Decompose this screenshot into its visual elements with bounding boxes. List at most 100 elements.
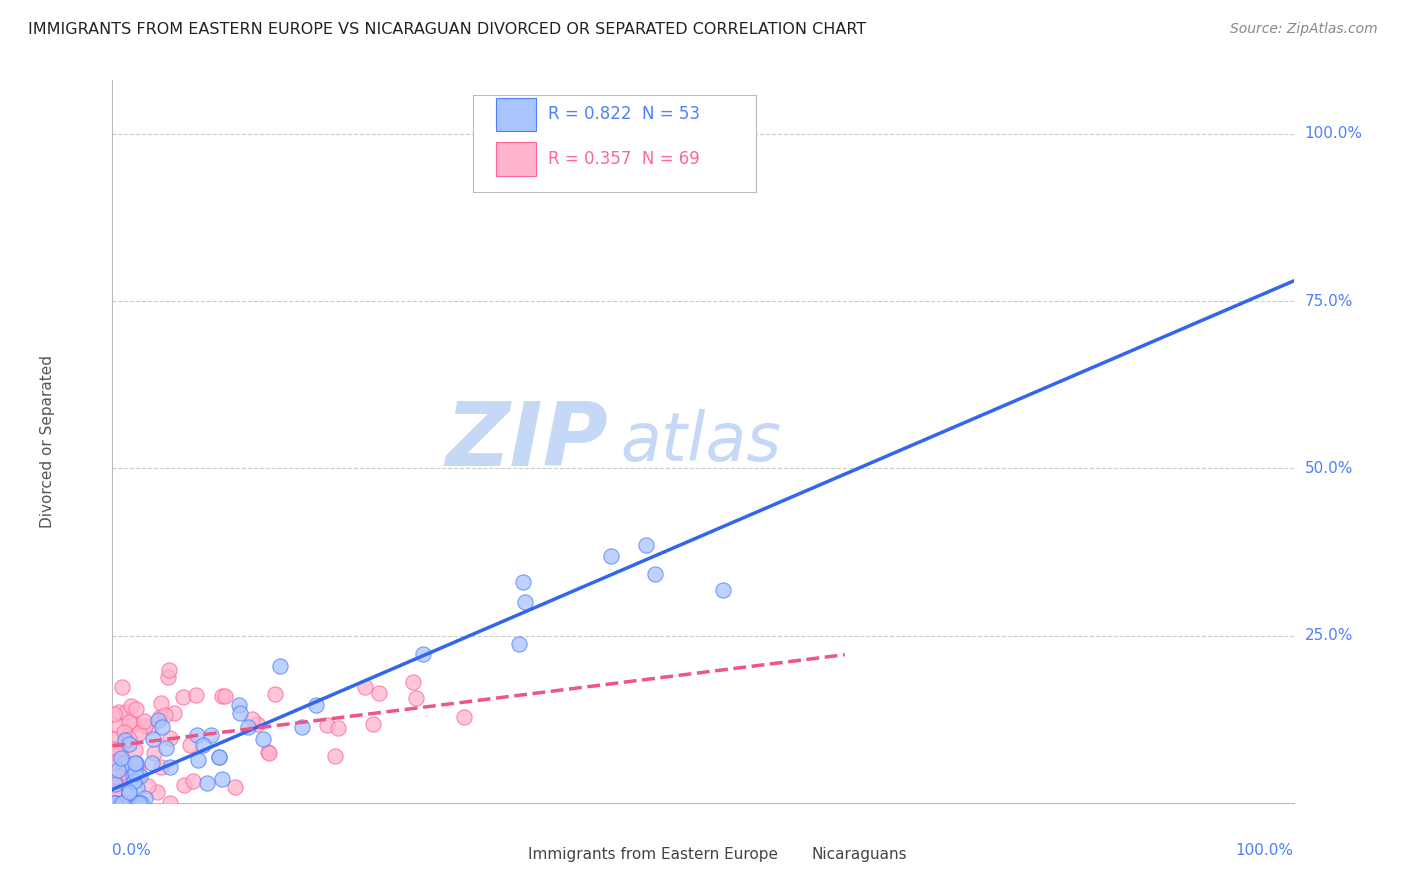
Text: 100.0%: 100.0% [1236,843,1294,857]
Point [208,750,231,764]
Point [124,717,146,731]
Point [111,681,134,695]
Point [159,731,181,746]
Point [136,779,159,793]
Point [142,732,165,747]
Point [508,637,530,651]
Point [107,747,129,762]
Point [125,796,148,810]
Point [108,747,131,761]
Point [368,686,391,700]
Point [159,796,181,810]
Point [111,764,134,779]
Point [105,743,128,757]
Point [103,770,125,784]
Text: Immigrants from Eastern Europe: Immigrants from Eastern Europe [529,847,778,863]
Point [114,706,136,720]
Point [110,796,132,810]
Text: 100.0%: 100.0% [1305,127,1362,141]
Point [143,746,166,760]
Point [125,702,148,716]
Point [118,786,141,800]
Point [112,756,135,770]
Point [172,690,194,704]
Point [118,714,141,729]
Point [179,738,201,752]
Text: R = 0.822  N = 53: R = 0.822 N = 53 [548,105,700,123]
Point [211,689,233,703]
Point [103,741,125,756]
Point [183,773,205,788]
Text: 75.0%: 75.0% [1305,293,1353,309]
Point [108,706,131,720]
Point [228,698,250,713]
Point [193,738,215,752]
Text: 50.0%: 50.0% [1305,461,1353,475]
Point [103,796,125,810]
Point [125,759,148,773]
Point [513,595,536,609]
Point [453,710,475,724]
Point [156,670,179,684]
Point [127,764,149,778]
Text: 25.0%: 25.0% [1305,628,1353,643]
Point [124,742,146,756]
Point [405,691,427,706]
Point [107,790,129,805]
Point [187,753,209,767]
Point [110,796,132,810]
Point [184,688,207,702]
Point [208,750,231,764]
Point [103,796,125,810]
Point [134,714,156,728]
Point [124,766,146,780]
Point [153,708,176,723]
Point [305,698,328,712]
Point [104,796,127,810]
Point [214,689,236,703]
Point [240,713,263,727]
Point [103,784,125,798]
Point [128,725,150,739]
FancyBboxPatch shape [496,97,537,131]
Text: Nicaraguans: Nicaraguans [811,847,907,863]
Point [110,751,132,765]
Point [363,717,385,731]
FancyBboxPatch shape [772,842,803,868]
Point [122,774,145,789]
Point [173,778,195,792]
Point [316,718,339,732]
Point [114,732,136,747]
Point [112,724,135,739]
Point [353,681,375,695]
Point [139,721,162,735]
Point [402,675,425,690]
Point [134,719,156,733]
Point [269,659,291,673]
Point [224,780,246,794]
Point [105,755,128,769]
Point [323,749,346,764]
Point [134,791,156,805]
Point [122,768,145,782]
Point [146,714,169,728]
Text: Source: ZipAtlas.com: Source: ZipAtlas.com [1230,22,1378,37]
Point [412,647,434,661]
Point [107,719,129,733]
Point [195,776,218,790]
Point [104,796,127,810]
Point [634,538,657,552]
Point [200,728,222,742]
Point [118,731,141,746]
Point [159,760,181,774]
Point [117,796,139,810]
Point [103,732,125,747]
Point [291,721,314,735]
FancyBboxPatch shape [488,842,519,868]
Point [111,796,134,810]
Point [257,747,280,761]
Point [246,717,269,731]
Point [163,706,186,720]
Point [236,720,259,734]
Point [600,549,623,564]
